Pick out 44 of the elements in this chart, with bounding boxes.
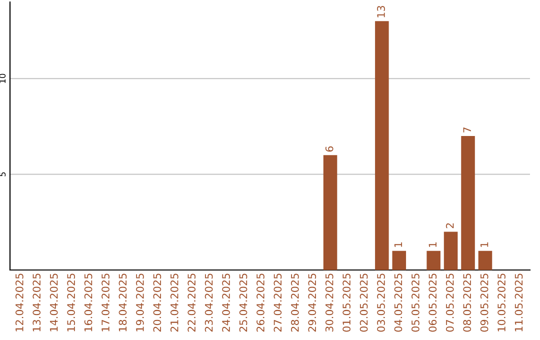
- x-tick-label: 30.04.2025: [325, 274, 334, 332]
- data-label: 1: [480, 242, 488, 247]
- x-tick-label: 29.04.2025: [308, 274, 316, 332]
- data-label: 6: [325, 146, 334, 152]
- data-label: 2: [446, 223, 454, 228]
- x-tick-label: 18.04.2025: [118, 274, 127, 332]
- x-tick-label: 25.04.2025: [239, 274, 248, 332]
- bar: [375, 21, 389, 270]
- bar: [478, 250, 492, 270]
- bar: [323, 155, 338, 270]
- x-tick-label: 05.05.2025: [412, 274, 420, 332]
- x-tick-label: 24.04.2025: [222, 274, 230, 332]
- bar: [392, 250, 406, 270]
- x-tick-label: 11.05.2025: [514, 274, 523, 332]
- x-tick-label: 28.04.2025: [290, 274, 299, 332]
- x-tick-label: 26.04.2025: [256, 274, 264, 332]
- x-tick-label: 21.04.2025: [170, 274, 178, 332]
- x-tick-label: 06.05.2025: [428, 274, 437, 332]
- x-tick-label: 03.05.2025: [377, 274, 385, 332]
- data-label: 13: [377, 6, 385, 18]
- data-label: 1: [428, 242, 436, 247]
- x-tick-label: 14.04.2025: [50, 274, 58, 332]
- x-tick-label: 12.04.2025: [15, 274, 24, 332]
- data-label: 1: [394, 242, 402, 247]
- x-tick-label: 19.04.2025: [136, 274, 144, 332]
- x-tick-label: 27.04.2025: [274, 274, 282, 332]
- x-tick-label: 02.05.2025: [360, 274, 368, 332]
- bar: [444, 232, 458, 270]
- x-tick-label: 17.04.2025: [102, 274, 110, 332]
- x-tick-label: 22.04.2025: [188, 274, 196, 332]
- x-tick-label: 01.05.2025: [342, 274, 351, 332]
- bar: [461, 136, 475, 270]
- x-tick-label: 09.05.2025: [480, 274, 488, 332]
- bar: [426, 250, 440, 270]
- x-tick-label: 07.05.2025: [446, 274, 454, 332]
- x-tick-label: 20.04.2025: [153, 274, 162, 332]
- x-tick-label: 16.04.2025: [84, 274, 92, 332]
- x-tick-label: 13.04.2025: [32, 274, 41, 332]
- x-tick-label: 23.04.2025: [204, 274, 213, 332]
- x-tick-label: 08.05.2025: [463, 274, 472, 332]
- x-tick-label: 10.05.2025: [498, 274, 506, 332]
- data-label: 7: [463, 127, 471, 132]
- x-tick-label: 04.05.2025: [394, 274, 402, 332]
- x-tick-label: 15.04.2025: [67, 274, 76, 332]
